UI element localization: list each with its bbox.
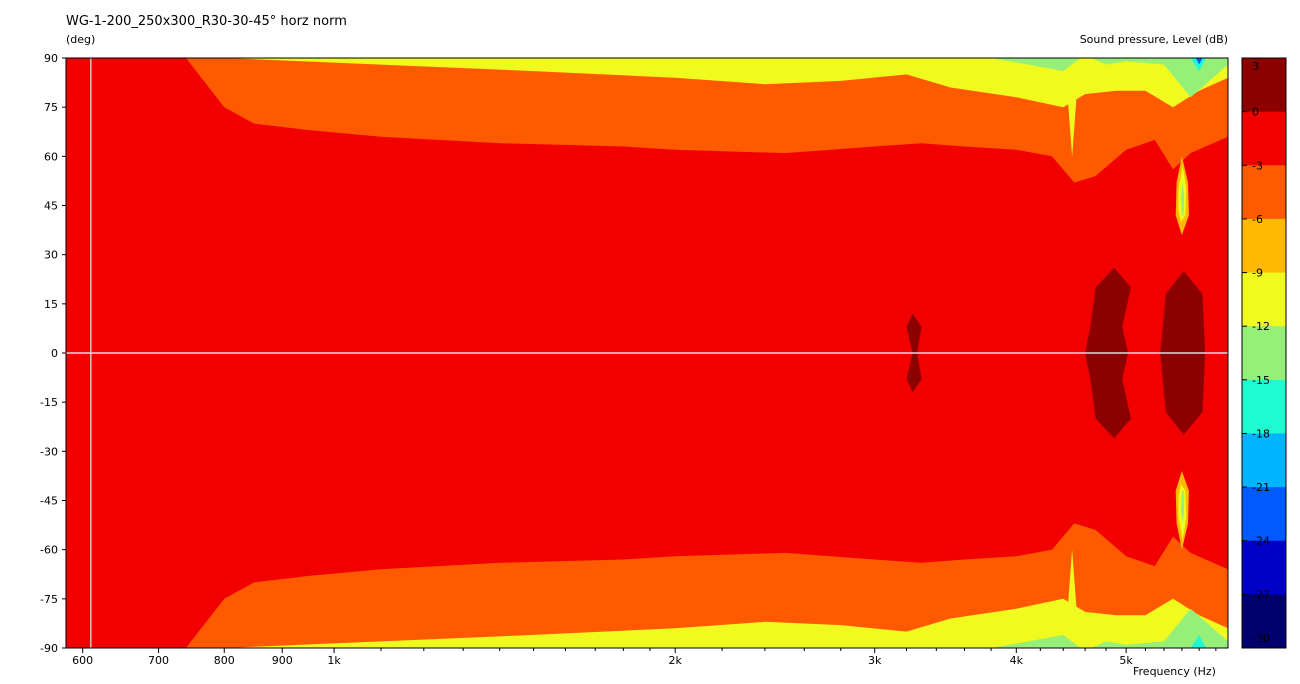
colorbar-tick-label: 3	[1252, 60, 1259, 73]
x-tick-label: 2k	[669, 654, 683, 667]
colorbar-tick-label: -24	[1252, 535, 1270, 548]
colorbar: 3 0 -3 -6 -9 -12 -15 -18 -21 -24 -27 -30	[1241, 57, 1287, 649]
lobe-5.6k-top-green	[1181, 182, 1185, 216]
x-tick-label: 700	[148, 654, 169, 667]
colorbar-swatch	[1242, 58, 1286, 113]
colorbar-swatch	[1242, 594, 1286, 649]
y-tick-label: -45	[40, 495, 58, 508]
colorbar-tick-label: -30	[1252, 632, 1270, 645]
colorbar-swatch	[1242, 379, 1286, 434]
plot-area	[66, 58, 1228, 648]
colorbar-swatch	[1242, 111, 1286, 166]
colorbar-swatch	[1242, 433, 1286, 488]
chart-title: WG-1-200_250x300_R30-30-45° horz norm	[66, 14, 347, 29]
y-tick-label: -15	[40, 396, 58, 409]
y-tick-label: 0	[51, 347, 58, 360]
contour-band-top-5	[66, 58, 1228, 98]
x-tick-label: 5k	[1119, 654, 1133, 667]
colorbar-tick-label: -27	[1252, 588, 1270, 601]
y-tick-label: -30	[40, 445, 58, 458]
x-tick-label: 4k	[1010, 654, 1024, 667]
y-tick-label: -75	[40, 593, 58, 606]
contour-band-bottom-2	[66, 523, 1228, 648]
y-axis-unit: (deg)	[66, 33, 96, 46]
colorbar-tick-label: -9	[1252, 267, 1263, 280]
colorbar-swatch	[1242, 218, 1286, 274]
colorbar-title: Sound pressure, Level (dB)	[1079, 33, 1228, 46]
colorbar-tick-label: -15	[1252, 374, 1270, 387]
y-tick-label: 15	[44, 298, 58, 311]
y-tick-label: 90	[44, 52, 58, 65]
colorbar-tick-label: -21	[1252, 481, 1270, 494]
y-tick-label: 30	[44, 249, 58, 262]
colorbar-swatch	[1242, 272, 1286, 327]
colorbar-swatch	[1242, 540, 1286, 595]
y-tick-label: 75	[44, 101, 58, 114]
contour-band-bottom-5	[66, 608, 1228, 648]
colorbar-tick-label: -12	[1252, 320, 1270, 333]
x-tick-label: 1k	[327, 654, 341, 667]
y-tick-label: 60	[44, 150, 58, 163]
colorbar-swatch	[1242, 487, 1286, 542]
contour-band-top-2	[66, 58, 1228, 183]
x-tick-label: 600	[72, 654, 93, 667]
colorbar-tick-label: 0	[1252, 106, 1259, 119]
colorbar-frame	[1241, 57, 1287, 649]
lobe-5.8k-top-blue	[1195, 58, 1203, 65]
colorbar-tick-label: -3	[1252, 159, 1263, 172]
x-tick-label: 3k	[868, 654, 882, 667]
colorbar-swatch	[1242, 326, 1286, 381]
x-tick-label: 900	[272, 654, 293, 667]
x-tick-label: 800	[214, 654, 235, 667]
y-tick-label: -60	[40, 544, 58, 557]
x-axis-title: Frequency (Hz)	[1133, 665, 1216, 678]
lobe-4.5k-bottom	[1067, 549, 1077, 609]
colorbar-tick-label: -6	[1252, 213, 1263, 226]
axes: 90 75 60 45 30 15 0 -15 -30 -45 -60 -75 -90 600 700 800…	[40, 52, 1229, 667]
lobe-5.8k-top-cyan	[1190, 58, 1206, 72]
colorbar-swatch	[1242, 165, 1286, 220]
lobe-5.6k-bottom-green	[1181, 490, 1185, 524]
y-tick-label: 45	[44, 200, 58, 213]
colorbar-tick-label: -18	[1252, 427, 1270, 440]
contour-band-top-4	[66, 58, 1228, 108]
lobe-5.8k-bottom-cyan	[1190, 634, 1206, 648]
lobe-4.5k-top	[1067, 97, 1077, 157]
y-tick-label: -90	[40, 642, 58, 655]
contour-band-bottom-4	[66, 598, 1228, 648]
